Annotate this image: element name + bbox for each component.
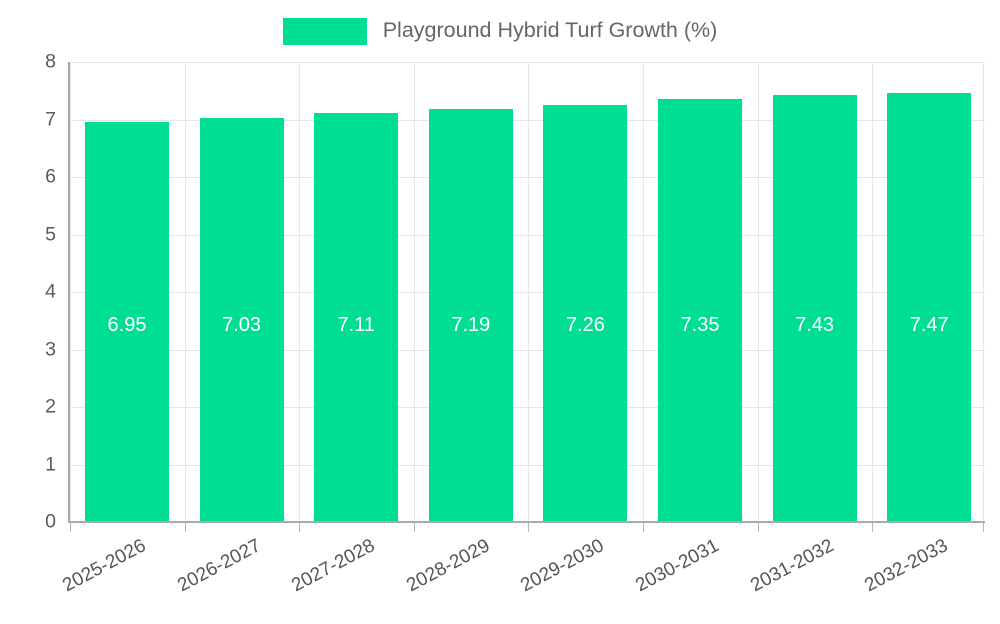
y-tick-label: 7 xyxy=(45,107,56,130)
chart-legend: Playground Hybrid Turf Growth (%) xyxy=(0,10,1000,52)
x-tickmark xyxy=(528,523,530,532)
x-tickmark xyxy=(643,523,644,532)
gridline-vertical xyxy=(413,62,415,522)
bar[interactable]: 6.95 xyxy=(85,122,169,522)
x-tickmark xyxy=(299,523,301,532)
y-tick-label: 2 xyxy=(45,395,56,418)
gridline-horizontal xyxy=(68,119,985,121)
gridline-vertical xyxy=(872,62,874,522)
x-tickmark xyxy=(70,523,71,532)
gridline-horizontal xyxy=(68,407,985,408)
gridline-vertical xyxy=(757,62,759,522)
bar-value-label: 7.47 xyxy=(909,314,949,337)
gridline-horizontal xyxy=(68,62,985,63)
gridline-vertical xyxy=(528,62,530,522)
bar-value-label: 7.35 xyxy=(680,314,720,337)
x-tickmark xyxy=(757,523,759,532)
bar-value-label: 6.95 xyxy=(107,314,147,337)
bar-value-label: 7.19 xyxy=(451,314,491,337)
gridline-horizontal xyxy=(68,349,985,351)
gridline-horizontal xyxy=(68,177,985,178)
y-tick-label: 1 xyxy=(45,452,56,475)
legend-label: Playground Hybrid Turf Growth (%) xyxy=(382,18,718,43)
gridline-vertical xyxy=(70,62,71,522)
bar[interactable]: 7.03 xyxy=(199,117,284,522)
gridline-horizontal xyxy=(68,234,985,236)
gridline-vertical xyxy=(299,62,301,522)
y-tick-label: 0 xyxy=(45,510,56,533)
x-tickmark xyxy=(872,523,874,532)
x-axis-line xyxy=(68,521,985,523)
y-tick-label: 6 xyxy=(45,165,56,188)
bar[interactable]: 7.35 xyxy=(658,99,742,522)
bar-value-label: 7.03 xyxy=(222,314,262,337)
y-axis-tick-labels: 8 7 6 5 4 3 2 1 0 xyxy=(0,0,56,600)
gridline-vertical xyxy=(643,62,644,522)
bar[interactable]: 7.47 xyxy=(887,92,972,522)
y-tick-label: 3 xyxy=(45,337,56,360)
y-axis-line xyxy=(68,62,70,523)
x-tickmark xyxy=(983,523,984,532)
bar-value-label: 7.26 xyxy=(565,314,605,337)
bar-chart: Playground Hybrid Turf Growth (%) 8 7 6 … xyxy=(0,0,1000,600)
y-tick-label: 5 xyxy=(45,222,56,245)
gridline-vertical xyxy=(983,62,984,522)
y-tick-label: 4 xyxy=(45,280,56,303)
bar-value-label: 7.11 xyxy=(337,314,375,337)
bar-value-label: 7.43 xyxy=(795,314,835,337)
gridline-horizontal xyxy=(68,464,985,466)
gridline-horizontal xyxy=(68,292,985,293)
plot-area: 6.95 7.03 7.11 7.19 7.26 7.35 7.43 7.47 xyxy=(68,62,985,522)
bar[interactable]: 7.43 xyxy=(772,94,857,522)
y-tick-label: 8 xyxy=(45,50,56,73)
bar[interactable]: 7.11 xyxy=(314,113,399,522)
x-tickmark xyxy=(184,523,186,532)
bar[interactable]: 7.26 xyxy=(543,104,628,522)
x-tickmark xyxy=(413,523,415,532)
legend-color-swatch xyxy=(282,17,367,45)
gridline-vertical xyxy=(184,62,186,522)
bar[interactable]: 7.19 xyxy=(428,108,513,522)
